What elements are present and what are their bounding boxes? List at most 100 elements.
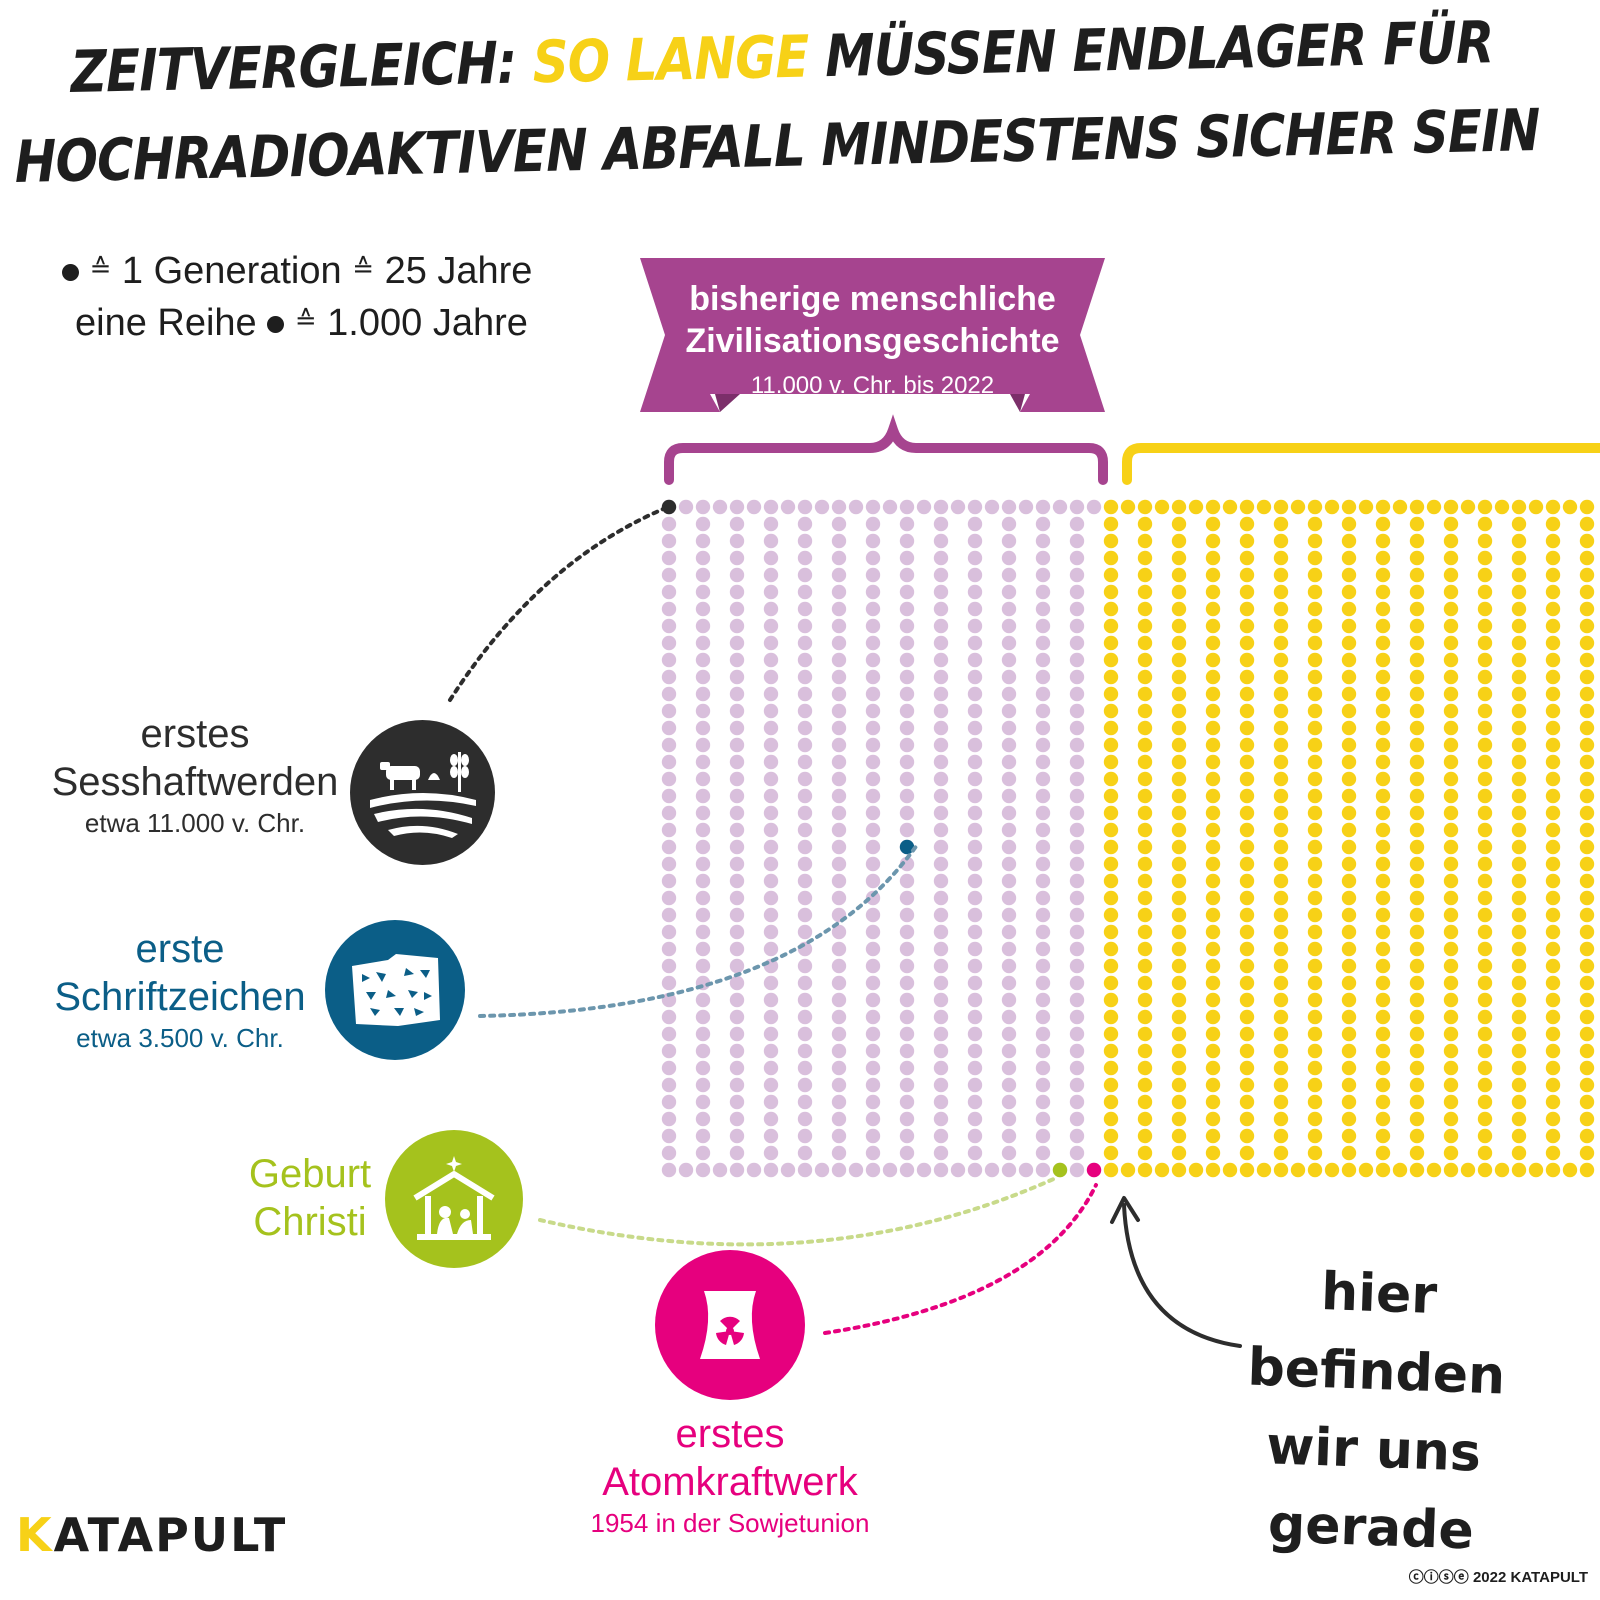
generation-dot: [1511, 941, 1527, 957]
generation-dot: [797, 890, 813, 906]
generation-dot: [899, 635, 915, 651]
generation-dot: [695, 1077, 711, 1093]
generation-dot: [1579, 720, 1595, 736]
generation-dot: [1069, 1077, 1085, 1093]
generation-dot: [1205, 822, 1221, 838]
generation-dot: [797, 1128, 813, 1144]
event-icon-schrift: [325, 920, 465, 1060]
generation-dot: [831, 890, 847, 906]
generation-dot: [1239, 873, 1255, 889]
generation-dot: [1409, 703, 1425, 719]
generation-dot: [1409, 567, 1425, 583]
generation-dot: [763, 1111, 779, 1127]
generation-dot: [933, 567, 949, 583]
generation-dot: [1511, 720, 1527, 736]
generation-dot: [967, 737, 983, 753]
generation-dot: [1171, 584, 1187, 600]
current-position-label: hier befinden wir uns gerade: [1246, 1262, 1507, 1562]
generation-dot: [1035, 1145, 1051, 1161]
generation-dot: [729, 958, 745, 974]
generation-dot: [1273, 686, 1289, 702]
generation-dot: [933, 533, 949, 549]
generation-dot: [831, 1128, 847, 1144]
generation-dot: [763, 805, 779, 821]
generation-dot: [763, 839, 779, 855]
generation-dot: [1579, 584, 1595, 600]
generation-dot: [967, 1094, 983, 1110]
generation-dot: [1239, 958, 1255, 974]
generation-dot: [1545, 533, 1561, 549]
generation-dot: [695, 822, 711, 838]
generation-dot: [1103, 958, 1119, 974]
generation-dot: [899, 856, 915, 872]
generation-dot: [1579, 1009, 1595, 1025]
generation-dot: [933, 1094, 949, 1110]
generation-dot: [763, 516, 779, 532]
generation-dot: [1511, 788, 1527, 804]
event-label-sesshaft: erstes Sesshaftwerden etwa 11.000 v. Chr…: [51, 712, 339, 838]
generation-dot: [1239, 771, 1255, 787]
generation-dot: [899, 601, 915, 617]
generation-dot: [1409, 635, 1425, 651]
generation-dot: [1443, 890, 1459, 906]
generation-dot: [1035, 788, 1051, 804]
generation-dot: [1477, 635, 1493, 651]
farm-icon: [369, 751, 476, 838]
generation-dot: [831, 720, 847, 736]
generation-dot: [933, 873, 949, 889]
generation-dot: [967, 1026, 983, 1042]
generation-dot: [967, 873, 983, 889]
generation-dot: [967, 1162, 983, 1178]
generation-dot: [1409, 1094, 1425, 1110]
generation-dot: [1511, 958, 1527, 974]
generation-dot: [1001, 618, 1017, 634]
generation-dot: [831, 601, 847, 617]
generation-dot: [984, 499, 1000, 515]
generation-dot: [933, 1026, 949, 1042]
generation-dot: [1256, 1162, 1272, 1178]
event-dot-schrift: [899, 839, 915, 855]
generation-dot: [797, 635, 813, 651]
generation-dot: [1392, 499, 1408, 515]
generation-dot: [1375, 703, 1391, 719]
generation-dot: [1035, 1077, 1051, 1093]
generation-dot: [1375, 771, 1391, 787]
generation-dot: [1307, 567, 1323, 583]
connector-sesshaft: [448, 505, 670, 702]
generation-dot: [661, 635, 677, 651]
generation-dot: [1511, 1145, 1527, 1161]
generation-dot: [1426, 499, 1442, 515]
generation-dot: [1103, 686, 1119, 702]
generation-dot: [695, 856, 711, 872]
generation-dot: [865, 618, 881, 634]
generation-dot: [1409, 584, 1425, 600]
generation-dot: [1273, 1026, 1289, 1042]
generation-dot: [1460, 1162, 1476, 1178]
generation-dot: [1137, 567, 1153, 583]
generation-dot: [1273, 618, 1289, 634]
generation-dot: [1052, 499, 1068, 515]
generation-dot: [933, 822, 949, 838]
generation-dot: [1341, 822, 1357, 838]
generation-dot: [1035, 958, 1051, 974]
generation-dot: [797, 941, 813, 957]
generation-dot: [1035, 924, 1051, 940]
generation-dot: [1477, 941, 1493, 957]
generation-dot: [831, 822, 847, 838]
generation-dot: [1171, 635, 1187, 651]
generation-dot: [1205, 941, 1221, 957]
generation-dot: [1205, 754, 1221, 770]
generation-dot: [831, 1077, 847, 1093]
generation-dot: [661, 567, 677, 583]
generation-dot: [1069, 652, 1085, 668]
generation-dot: [695, 890, 711, 906]
generation-dot: [797, 1162, 813, 1178]
generation-dot: [1443, 1094, 1459, 1110]
generation-dot: [1307, 805, 1323, 821]
generation-dot: [729, 1162, 745, 1178]
generation-dot: [1477, 856, 1493, 872]
generation-dot: [1035, 1026, 1051, 1042]
generation-dot: [729, 533, 745, 549]
generation-dot: [1035, 618, 1051, 634]
generation-dot: [865, 822, 881, 838]
